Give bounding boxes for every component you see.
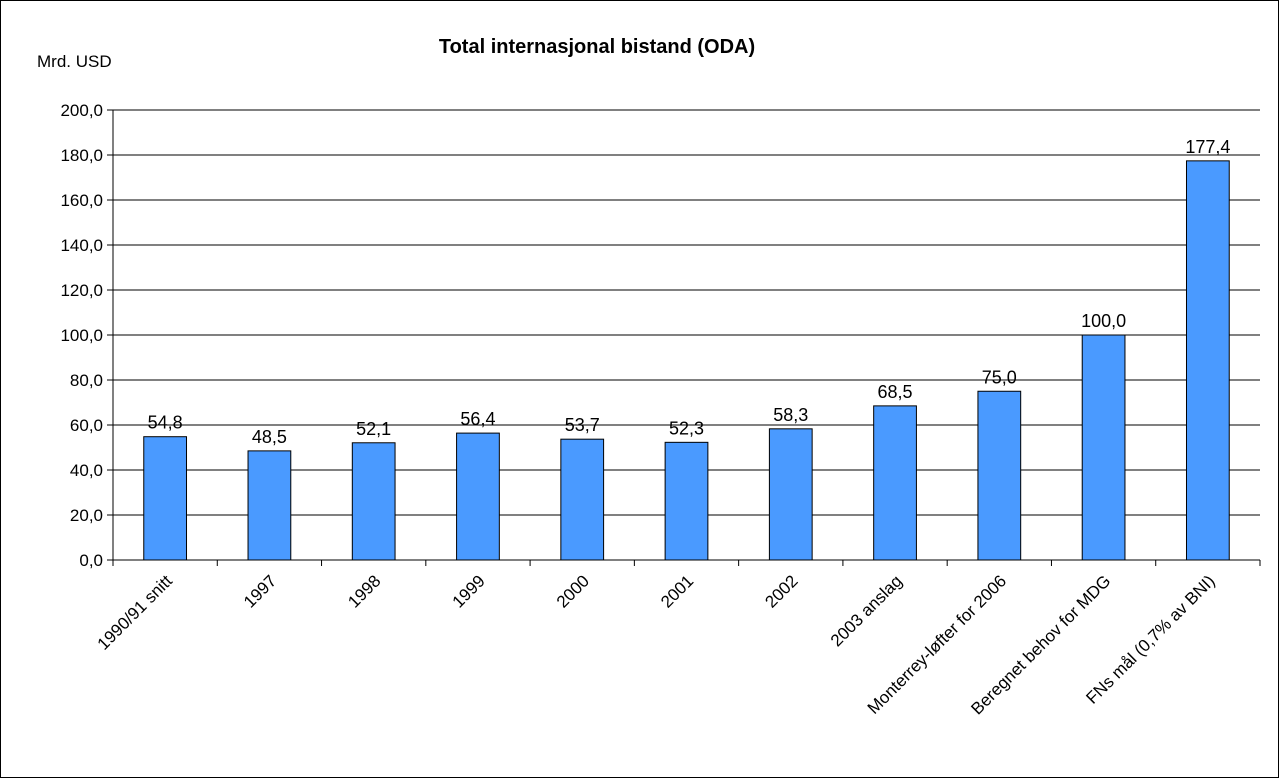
- data-label: 52,3: [669, 418, 704, 438]
- data-label: 48,5: [252, 427, 287, 447]
- y-tick-label: 120,0: [60, 281, 103, 300]
- bar: [143, 436, 188, 561]
- y-tick-label: 160,0: [60, 191, 103, 210]
- data-label: 100,0: [1081, 311, 1126, 331]
- data-label: 75,0: [982, 367, 1017, 387]
- y-tick-label: 140,0: [60, 236, 103, 255]
- data-label: 68,5: [878, 382, 913, 402]
- chart-title: Total internasjonal bistand (ODA): [439, 36, 755, 58]
- y-tick-label: 0,0: [79, 551, 103, 570]
- y-tick-label: 180,0: [60, 146, 103, 165]
- axes: [107, 109, 1261, 566]
- bars: [143, 160, 1230, 561]
- bar: [247, 450, 292, 561]
- bar: [977, 390, 1022, 561]
- y-axis-unit-label: Mrd. USD: [37, 52, 112, 71]
- y-tick-label: 200,0: [60, 101, 103, 120]
- data-label: 53,7: [565, 415, 600, 435]
- y-tick-label: 80,0: [70, 371, 103, 390]
- bar: [768, 428, 813, 561]
- data-label: 58,3: [773, 405, 808, 425]
- y-tick-labels: 0,0 20,0 40,0 60,0 80,0 100,0 120,0 140,0 160,0 1…: [60, 101, 103, 570]
- data-labels: 54,8 48,5 52,1 56,4 53,7 52,3 58,3 68,5 75,0 100,…: [148, 137, 1231, 447]
- bar: [1081, 334, 1126, 561]
- bar: [560, 438, 605, 561]
- data-label: 177,4: [1185, 137, 1230, 157]
- bar: [664, 441, 709, 561]
- data-label: 52,1: [356, 419, 391, 439]
- y-tick-label: 60,0: [70, 416, 103, 435]
- y-tick-label: 20,0: [70, 506, 103, 525]
- y-tick-label: 40,0: [70, 461, 103, 480]
- bar: [873, 405, 917, 561]
- data-label: 54,8: [148, 413, 183, 433]
- y-tick-label: 100,0: [60, 326, 103, 345]
- bar: [1185, 160, 1230, 561]
- data-label: 56,4: [460, 409, 495, 429]
- bar: [456, 432, 500, 561]
- bar: [351, 442, 396, 561]
